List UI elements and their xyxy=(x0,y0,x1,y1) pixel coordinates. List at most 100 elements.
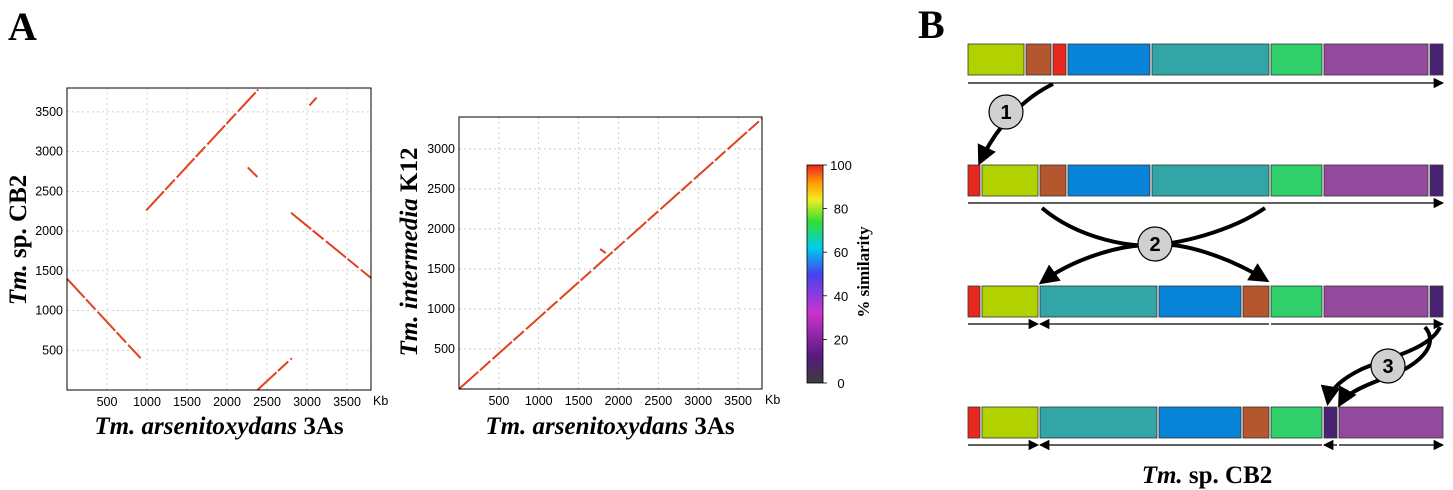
genome-block-violet xyxy=(1323,164,1429,197)
step1-circle xyxy=(988,94,1024,130)
genome-block-green xyxy=(1270,43,1323,76)
x-tick-label: 2000 xyxy=(213,395,241,409)
colorbar-tick-label: 100 xyxy=(830,158,852,173)
genome-block-red xyxy=(967,164,981,197)
plot2-ylabel-rest: K12 xyxy=(396,147,423,198)
plot2-grid xyxy=(459,117,762,389)
y-tick-label: 500 xyxy=(434,342,455,356)
step1-label: 1 xyxy=(1000,102,1011,124)
plot1-ylabel-italic: Tm. xyxy=(5,264,32,305)
colorbar-tick-label: 40 xyxy=(834,289,848,304)
x-tick-label: 2500 xyxy=(253,395,281,409)
alignment-segment xyxy=(145,88,259,212)
genome-block-brown xyxy=(1025,43,1052,76)
alignment-segment xyxy=(247,166,259,178)
plot1-xlabel-italic: Tm. arsenitoxydans xyxy=(94,413,297,440)
y-tick-label: 1500 xyxy=(427,262,455,276)
plot2-x-axis-title: Tm. arsenitoxydans 3As xyxy=(485,413,735,440)
genome-arrows xyxy=(968,77,1445,451)
plot2-ylabel-italic: Tm. intermedia xyxy=(396,198,423,356)
alignment-segment xyxy=(66,278,142,359)
plot1-grid xyxy=(67,88,371,390)
colorbar-ticks: 0 20 40 60 80 100 xyxy=(823,158,852,391)
alignment-segment xyxy=(458,117,763,390)
colorbar-tick-label: 0 xyxy=(837,376,844,391)
y-tick-label: 1000 xyxy=(427,302,455,316)
genome-block-blue xyxy=(1158,406,1242,439)
plot2-x-unit: Kb xyxy=(765,393,780,407)
plot1-data xyxy=(66,88,372,391)
x-tick-label: 2000 xyxy=(605,394,633,408)
y-tick-label: 3000 xyxy=(427,142,455,156)
genome-block-indigo xyxy=(1429,164,1444,197)
y-tick-label: 3000 xyxy=(35,145,63,159)
genome-block-red xyxy=(967,406,981,439)
similarity-colorbar: 0 20 40 60 80 100 % similarity xyxy=(806,158,873,391)
colorbar-title: % similarity xyxy=(854,226,873,318)
genome-block-lime xyxy=(981,406,1039,439)
x-tick-label: 1000 xyxy=(525,394,553,408)
genome-block-lime xyxy=(981,285,1039,318)
y-tick-label: 500 xyxy=(42,343,63,357)
genome-block-brown xyxy=(1242,406,1270,439)
genome-block-green xyxy=(1270,164,1323,197)
genome-block-violet xyxy=(1323,43,1429,76)
genome-block-lime xyxy=(981,164,1039,197)
genome-block-violet xyxy=(1338,406,1444,439)
x-tick-label: 1500 xyxy=(173,395,201,409)
y-tick-label: 1000 xyxy=(35,304,63,318)
plot2-data xyxy=(458,117,763,390)
x-tick-label: 3000 xyxy=(684,394,712,408)
alignment-segment xyxy=(599,248,607,254)
plot1-x-ticks: 500 1000 1500 2000 2500 3000 3500 xyxy=(97,395,361,409)
y-tick-label: 2500 xyxy=(35,184,63,198)
genome-block-brown xyxy=(1242,285,1270,318)
plot1-x-axis-title: Tm. arsenitoxydans 3As xyxy=(94,413,344,440)
plot2-xlabel-italic: Tm. arsenitoxydans xyxy=(485,413,688,440)
x-tick-label: 3500 xyxy=(724,394,752,408)
genome-block-green xyxy=(1270,406,1323,439)
step2-circle xyxy=(1137,226,1173,262)
step2-label: 2 xyxy=(1149,234,1160,256)
plot1-xlabel-rest: 3As xyxy=(297,413,344,440)
plot2-y-ticks: 500 1000 1500 2000 2500 3000 xyxy=(427,142,455,356)
x-tick-label: 3000 xyxy=(293,395,321,409)
step3-arrow-a xyxy=(1320,325,1442,406)
alignment-segment xyxy=(256,357,293,391)
plot2-frame xyxy=(458,116,763,390)
genome-block-teal xyxy=(1151,43,1270,76)
y-tick-label: 2000 xyxy=(427,222,455,236)
colorbar-tick-label: 60 xyxy=(834,245,848,260)
genome-block-red xyxy=(1052,43,1067,76)
alignment-segment xyxy=(290,211,372,279)
plot1-frame xyxy=(66,87,372,391)
plot1-y-axis-title: Tm. sp. CB2 xyxy=(5,175,32,306)
genome-block-brown xyxy=(1039,164,1067,197)
x-tick-label: 500 xyxy=(97,395,118,409)
panel-a-label: A xyxy=(8,4,37,49)
genome-block-indigo xyxy=(1323,406,1338,439)
x-tick-label: 500 xyxy=(488,394,509,408)
genome-block-indigo xyxy=(1429,43,1444,76)
plot1-y-ticks: 500 1000 1500 2000 2500 3000 3500 xyxy=(35,105,63,357)
genome-block-blue xyxy=(1067,164,1151,197)
colorbar-tick-label: 20 xyxy=(834,332,848,347)
panel-b-caption-italic: Tm. xyxy=(1142,462,1183,489)
panel-b-label: B xyxy=(918,2,945,47)
plot1-x-unit: Kb xyxy=(373,394,388,408)
step3-circle xyxy=(1370,348,1406,384)
colorbar-tick-label: 80 xyxy=(834,202,848,217)
y-tick-label: 2500 xyxy=(427,182,455,196)
genome-block-teal xyxy=(1151,164,1270,197)
x-tick-label: 1000 xyxy=(133,395,161,409)
genome-block-blue xyxy=(1067,43,1151,76)
genome-block-teal xyxy=(1039,406,1158,439)
panel-b-caption: Tm. sp. CB2 xyxy=(1142,462,1273,489)
plot2-xlabel-rest: 3As xyxy=(688,413,735,440)
colorbar-bar xyxy=(806,164,824,384)
genome-rows xyxy=(967,43,1444,439)
y-tick-label: 1500 xyxy=(35,264,63,278)
plot2-x-ticks: 500 1000 1500 2000 2500 3000 3500 xyxy=(488,394,752,408)
genome-block-red xyxy=(967,285,981,318)
